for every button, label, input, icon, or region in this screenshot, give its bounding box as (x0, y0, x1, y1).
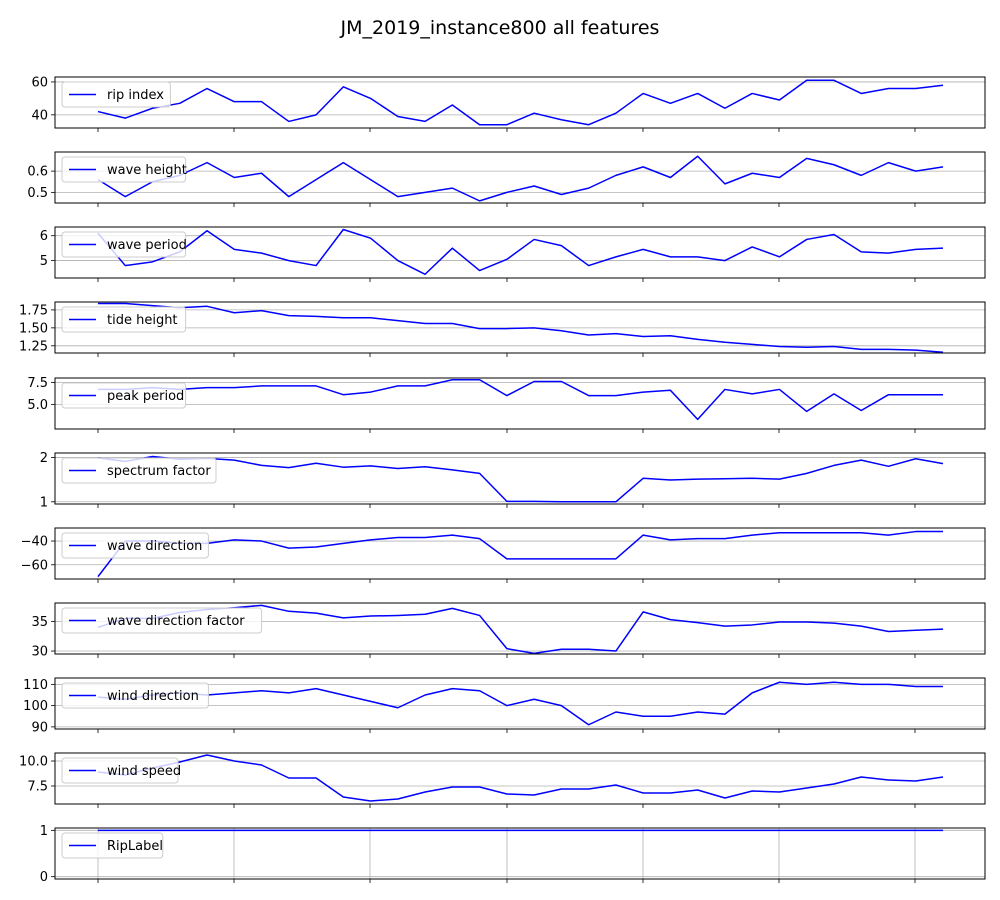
axes-frame (54, 151, 986, 204)
legend-label: wind speed (107, 764, 181, 779)
y-tick-label: 60 (31, 75, 48, 90)
series-line-wave-period (97, 228, 944, 276)
y-tick-label: 5 (40, 254, 48, 269)
y-tick-label: 90 (31, 720, 48, 735)
y-tick-label: 110 (23, 678, 48, 693)
y-tick-label: 1.50 (19, 321, 48, 336)
legend: rip index (61, 81, 171, 108)
axes-frame (54, 602, 986, 655)
y-tick-label: 0.5 (27, 186, 48, 201)
y-tick-label: 100 (23, 699, 48, 714)
axes-frame (54, 226, 986, 279)
y-tick-label: 40 (31, 108, 48, 123)
series-line-wind-speed (97, 754, 944, 802)
y-tick-label: 7.5 (27, 376, 48, 391)
legend-label: wind direction (107, 689, 199, 704)
panel-tide-height: 1.25 1.50 1.75 tide height (19, 301, 986, 357)
legend-box (61, 832, 164, 859)
legend: spectrum factor (61, 457, 217, 484)
series-line-wave-direction-factor (97, 604, 944, 655)
legend-box (61, 607, 263, 634)
legend: wave period (61, 231, 187, 258)
panel-peak-period: 5.0 7.5 peak period (27, 376, 986, 433)
legend-label: spectrum factor (107, 464, 211, 479)
legend: wave direction factor (61, 607, 263, 634)
legend-box (61, 382, 187, 409)
chart-title: JM_2019_instance800 all features (340, 17, 660, 39)
axes-frame (54, 677, 986, 730)
legend-label: tide height (107, 313, 178, 328)
axes-frame (54, 76, 986, 129)
y-tick-label: 1 (40, 495, 48, 510)
y-tick-label: 35 (31, 615, 48, 630)
axes-frame (54, 301, 986, 354)
legend: wind speed (61, 757, 181, 784)
y-tick-label: 1.25 (19, 339, 48, 354)
y-tick-label: 5.0 (27, 398, 48, 413)
axes-frame (54, 827, 986, 880)
panel-spectrum-factor: 1 2 spectrum factor (40, 451, 986, 510)
series-line-spectrum-factor (97, 455, 944, 503)
legend: tide height (61, 306, 187, 333)
legend-label: wave height (107, 163, 187, 178)
series-line-wind-direction (97, 681, 943, 726)
legend-box (61, 457, 217, 484)
legend-label: wave direction (107, 539, 202, 554)
panel-wave-height: 0.5 0.6 wave height (27, 151, 986, 207)
panel-wave-direction-factor: 30 35 wave direction factor (31, 602, 986, 660)
legend-label: wave period (107, 238, 187, 253)
panel-riplabel: 0 1 RipLabel (40, 824, 986, 885)
y-tick-label: −60 (21, 558, 48, 573)
legend: RipLabel (61, 832, 164, 859)
panel-rip-index: 40 60 rip index (31, 75, 986, 132)
axes-frame (54, 527, 986, 580)
y-tick-label: 7.5 (27, 780, 48, 795)
y-tick-label: 1 (40, 824, 48, 839)
legend-box (61, 231, 187, 258)
series-line-rip-index (97, 79, 944, 126)
panels-container: 40 60 rip index 0.5 0.6 wave height 5 6 wave per… (19, 75, 986, 885)
y-tick-label: 10.0 (19, 755, 48, 770)
legend-label: peak period (107, 389, 184, 404)
legend: peak period (61, 382, 187, 409)
legend-box (61, 156, 187, 183)
y-tick-label: 0.6 (27, 165, 48, 180)
legend-label: wave direction factor (107, 614, 245, 629)
legend: wave direction (61, 532, 209, 559)
axes-frame (54, 752, 986, 805)
legend-box (61, 306, 187, 333)
legend-box (61, 81, 171, 108)
axes-frame (54, 377, 986, 430)
panel-wave-period: 5 6 wave period (40, 226, 986, 282)
y-tick-label: 30 (31, 645, 48, 660)
series-line-wave-height (97, 155, 944, 202)
legend: wind direction (61, 682, 209, 709)
panel-wind-direction: 90 100 110 wind direction (23, 677, 986, 735)
panel-wave-direction: −60 −40 wave direction (21, 527, 986, 583)
legend-box (61, 757, 179, 784)
axes-frame (54, 452, 986, 505)
series-line-tide-height (98, 302, 944, 354)
y-tick-label: 2 (40, 451, 48, 466)
legend: wave height (61, 156, 187, 183)
y-tick-label: −40 (21, 535, 48, 550)
y-tick-label: 1.75 (19, 303, 48, 318)
series-line-wave-direction (97, 530, 943, 578)
y-tick-label: 6 (40, 229, 48, 244)
y-tick-label: 0 (40, 870, 48, 885)
panel-wind-speed: 7.5 10.0 wind speed (19, 752, 986, 808)
legend-box (61, 532, 209, 559)
legend-label: RipLabel (107, 839, 163, 854)
legend-box (61, 682, 209, 709)
legend-label: rip index (107, 88, 164, 103)
series-line-peak-period (98, 379, 943, 421)
